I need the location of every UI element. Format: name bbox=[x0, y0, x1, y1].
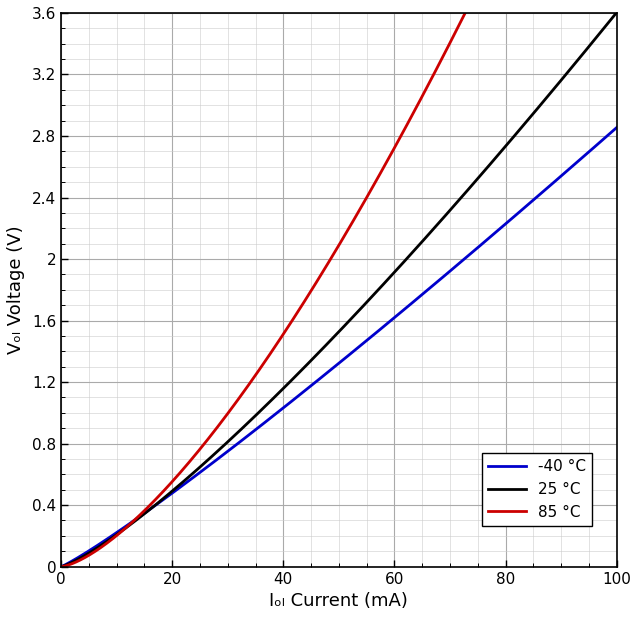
85 °C bbox=[223, 411, 230, 418]
85 °C bbox=[389, 147, 396, 155]
85 °C bbox=[261, 358, 269, 366]
25 °C bbox=[494, 151, 502, 158]
Line: -40 °C: -40 °C bbox=[61, 128, 616, 566]
85 °C bbox=[238, 391, 246, 398]
Y-axis label: Vₒₗ Voltage (V): Vₒₗ Voltage (V) bbox=[7, 225, 25, 354]
-40 °C bbox=[57, 563, 65, 570]
Line: 25 °C: 25 °C bbox=[61, 12, 616, 566]
-40 °C bbox=[327, 366, 335, 373]
85 °C bbox=[442, 46, 450, 54]
25 °C bbox=[612, 9, 620, 16]
-40 °C bbox=[494, 226, 502, 234]
85 °C bbox=[57, 563, 65, 570]
25 °C bbox=[57, 563, 65, 570]
25 °C bbox=[327, 336, 335, 344]
-40 °C bbox=[597, 138, 604, 146]
85 °C bbox=[463, 6, 470, 14]
-40 °C bbox=[85, 547, 93, 554]
25 °C bbox=[597, 28, 604, 36]
-40 °C bbox=[313, 378, 320, 385]
-40 °C bbox=[597, 138, 604, 146]
Legend: -40 °C, 25 °C, 85 °C: -40 °C, 25 °C, 85 °C bbox=[482, 453, 592, 526]
25 °C bbox=[313, 351, 320, 358]
25 °C bbox=[597, 29, 604, 36]
85 °C bbox=[276, 336, 283, 344]
-40 °C bbox=[612, 124, 620, 131]
X-axis label: Iₒₗ Current (mA): Iₒₗ Current (mA) bbox=[269, 592, 408, 610]
Line: 85 °C: 85 °C bbox=[61, 10, 466, 566]
25 °C bbox=[85, 549, 93, 557]
